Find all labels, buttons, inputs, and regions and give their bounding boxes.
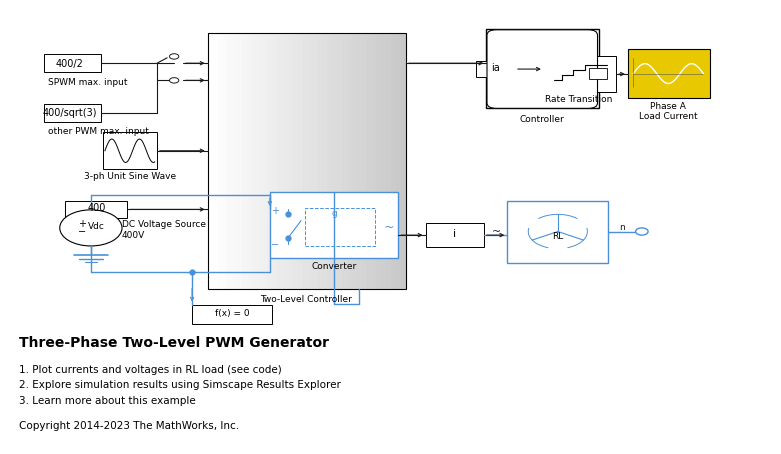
Text: 400/2: 400/2 xyxy=(56,59,84,69)
Text: i: i xyxy=(453,229,456,239)
Bar xyxy=(237,33,242,289)
Bar xyxy=(312,33,317,289)
Bar xyxy=(297,33,302,289)
Bar xyxy=(257,33,262,289)
Text: ia: ia xyxy=(491,63,500,73)
Text: other PWM max. input: other PWM max. input xyxy=(48,127,149,136)
Bar xyxy=(223,33,227,289)
Text: 2. Explore simulation results using Simscape Results Explorer: 2. Explore simulation results using Sims… xyxy=(19,380,341,390)
Bar xyxy=(218,33,223,289)
Bar xyxy=(341,33,347,289)
Bar xyxy=(45,54,101,72)
Text: Rate Transition: Rate Transition xyxy=(545,95,612,104)
Text: +: + xyxy=(78,219,87,229)
Bar xyxy=(277,33,282,289)
Text: DC Voltage Source: DC Voltage Source xyxy=(122,220,206,229)
Text: 400: 400 xyxy=(87,202,105,212)
Bar xyxy=(401,33,406,289)
Text: ~: ~ xyxy=(492,227,501,237)
Circle shape xyxy=(169,54,179,59)
Bar xyxy=(317,33,322,289)
Bar xyxy=(391,33,396,289)
Bar xyxy=(544,56,616,92)
Text: Vdc: Vdc xyxy=(88,222,105,232)
Text: f(x) = 0: f(x) = 0 xyxy=(216,309,250,318)
Text: Phase A
Load Current: Phase A Load Current xyxy=(639,102,697,121)
Bar xyxy=(305,207,375,246)
Text: −: − xyxy=(271,240,280,250)
Bar xyxy=(65,201,127,218)
Text: RL: RL xyxy=(552,232,563,241)
Bar xyxy=(208,33,406,289)
Bar xyxy=(487,30,599,109)
Bar xyxy=(242,33,248,289)
Bar xyxy=(322,33,326,289)
Text: ~: ~ xyxy=(383,221,394,233)
Bar xyxy=(307,33,312,289)
Text: Converter: Converter xyxy=(311,262,356,271)
Bar xyxy=(507,201,608,263)
Bar xyxy=(347,33,351,289)
Text: 1. Plot currents and voltages in RL load (see code): 1. Plot currents and voltages in RL load… xyxy=(19,365,281,375)
Text: g: g xyxy=(332,209,337,218)
Circle shape xyxy=(60,210,122,246)
Bar xyxy=(208,33,212,289)
Bar xyxy=(270,192,398,258)
Circle shape xyxy=(169,78,179,83)
Bar xyxy=(376,33,381,289)
Text: Controller: Controller xyxy=(520,115,565,124)
Bar xyxy=(387,33,391,289)
Bar xyxy=(292,33,297,289)
Bar xyxy=(102,132,157,169)
Text: −: − xyxy=(78,227,87,237)
Bar xyxy=(362,33,366,289)
Bar xyxy=(332,33,337,289)
Text: 400V: 400V xyxy=(122,231,145,240)
FancyBboxPatch shape xyxy=(487,30,597,109)
Bar xyxy=(337,33,341,289)
Bar xyxy=(267,33,272,289)
Bar xyxy=(45,104,101,122)
Bar xyxy=(233,33,237,289)
Bar xyxy=(212,33,218,289)
Bar xyxy=(282,33,287,289)
Text: Two-Level Controller: Two-Level Controller xyxy=(261,295,352,304)
Bar xyxy=(426,223,484,247)
Bar xyxy=(252,33,257,289)
Bar xyxy=(227,33,233,289)
Bar xyxy=(287,33,292,289)
Bar xyxy=(589,68,607,79)
Bar xyxy=(248,33,252,289)
Bar xyxy=(326,33,332,289)
Bar xyxy=(396,33,401,289)
Bar xyxy=(262,33,267,289)
Bar xyxy=(351,33,356,289)
Text: 3-ph Unit Sine Wave: 3-ph Unit Sine Wave xyxy=(84,172,176,181)
Bar xyxy=(628,49,710,99)
Bar xyxy=(381,33,387,289)
Bar xyxy=(356,33,362,289)
Text: 400/sqrt(3): 400/sqrt(3) xyxy=(43,109,97,118)
Bar xyxy=(192,305,273,324)
Bar xyxy=(302,33,307,289)
Text: SPWM max. input: SPWM max. input xyxy=(48,78,127,87)
Circle shape xyxy=(636,228,648,235)
Bar xyxy=(366,33,371,289)
Bar xyxy=(272,33,277,289)
Bar xyxy=(371,33,376,289)
Text: 3. Learn more about this example: 3. Learn more about this example xyxy=(19,396,195,406)
Text: Three-Phase Two-Level PWM Generator: Three-Phase Two-Level PWM Generator xyxy=(19,336,329,350)
Text: Copyright 2014-2023 The MathWorks, Inc.: Copyright 2014-2023 The MathWorks, Inc. xyxy=(19,421,239,431)
Text: n: n xyxy=(619,223,625,232)
Bar xyxy=(476,61,515,77)
Text: +: + xyxy=(271,206,280,216)
